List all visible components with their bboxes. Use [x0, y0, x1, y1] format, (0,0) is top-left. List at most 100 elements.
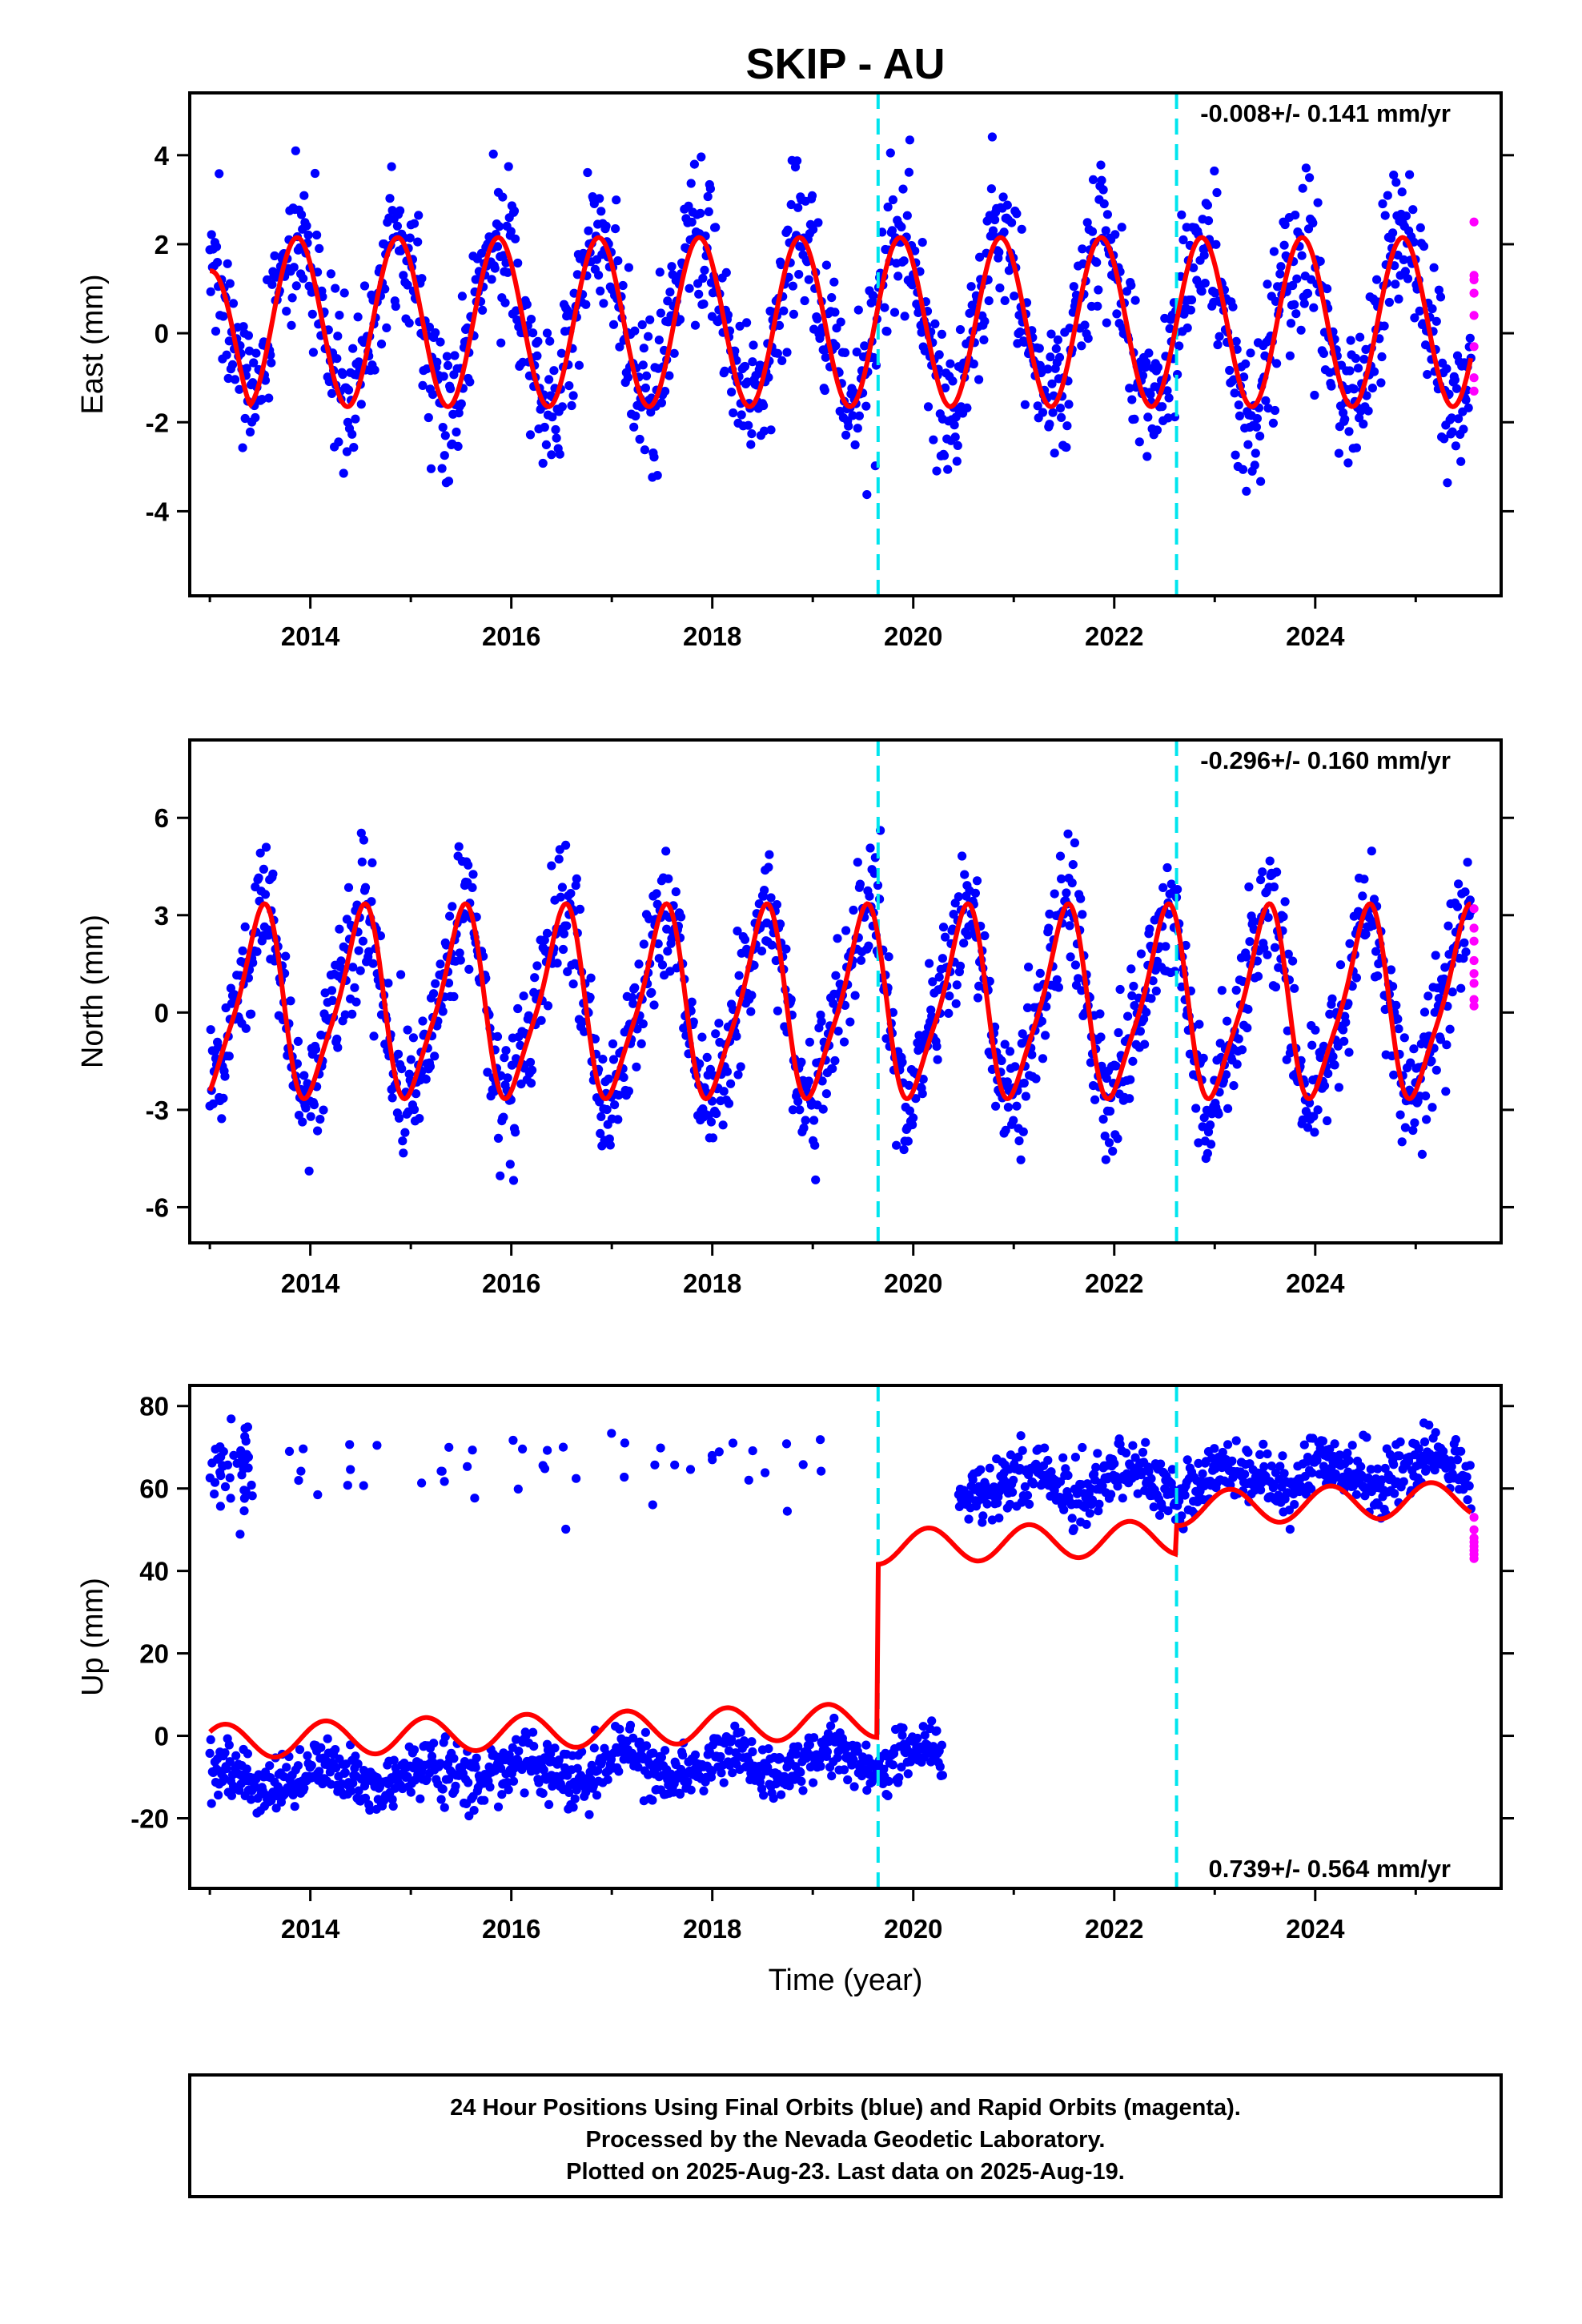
north-point [1005, 1047, 1015, 1056]
north-point [1198, 1122, 1207, 1132]
north-point [932, 1042, 942, 1051]
up-rapid-orbit-point [1469, 1525, 1479, 1534]
east-point [788, 281, 798, 291]
east-point [766, 425, 776, 435]
north-point [333, 1043, 343, 1052]
north-point [911, 1094, 921, 1104]
north-point [1389, 1070, 1399, 1080]
up-point [1366, 1465, 1375, 1474]
east-point [1189, 263, 1199, 272]
east-point [228, 299, 239, 308]
east-point [1117, 223, 1126, 232]
up-outlier-point [470, 1494, 480, 1503]
east-point [526, 315, 536, 324]
north-point [1358, 891, 1367, 901]
east-x-tick-label: 2016 [482, 621, 540, 651]
north-point [556, 892, 565, 902]
up-outlier-point [346, 1465, 355, 1474]
north-point [764, 862, 773, 872]
up-outlier-point [210, 1478, 220, 1487]
north-point [513, 1003, 523, 1014]
north-point [667, 934, 677, 943]
up-point [978, 1518, 987, 1527]
north-point [562, 921, 572, 931]
east-point [287, 293, 297, 303]
north-point [605, 1140, 615, 1150]
north-point [1014, 1136, 1024, 1146]
east-point [1146, 389, 1155, 400]
north-x-tick-label: 2014 [281, 1269, 340, 1298]
east-point [308, 348, 318, 357]
east-point [821, 260, 831, 270]
east-point [1447, 413, 1456, 423]
north-point [1373, 971, 1383, 981]
north-point [383, 979, 393, 988]
east-point [703, 191, 713, 202]
up-point [1218, 1447, 1227, 1458]
east-point [1389, 171, 1399, 180]
east-point [743, 377, 753, 387]
north-point [944, 1008, 954, 1018]
up-outlier-point [513, 1484, 523, 1494]
up-point [224, 1740, 234, 1750]
north-point [1009, 1116, 1018, 1125]
up-point [964, 1514, 974, 1524]
east-point [1255, 432, 1265, 441]
north-point [505, 1160, 515, 1169]
east-point [251, 412, 260, 423]
north-point [259, 864, 268, 874]
north-point [1253, 971, 1263, 981]
north-point [811, 1175, 821, 1184]
east-point [917, 238, 927, 247]
north-point [1442, 1040, 1452, 1050]
east-point [450, 351, 460, 360]
east-point [853, 424, 862, 433]
east-point [1319, 348, 1328, 358]
up-model-curve [208, 1480, 1472, 1760]
north-point [456, 955, 465, 965]
east-point [883, 202, 893, 212]
north-point [408, 1033, 418, 1043]
up-point [471, 1763, 480, 1772]
up-point [493, 1802, 504, 1811]
up-point [861, 1740, 871, 1750]
east-point [955, 325, 966, 335]
east-point [1093, 301, 1102, 311]
east-point [613, 256, 623, 266]
up-outlier-point [240, 1432, 250, 1441]
east-point [538, 458, 548, 468]
up-point [633, 1763, 643, 1772]
north-point [1223, 1104, 1233, 1113]
east-point [1296, 325, 1306, 335]
north-point [865, 843, 875, 853]
up-outlier-point [296, 1466, 306, 1476]
east-model-curve [210, 235, 1474, 409]
up-point [1009, 1475, 1018, 1485]
north-point [974, 981, 984, 991]
north-point [1460, 938, 1469, 947]
north-point [412, 1089, 421, 1099]
east-point [478, 305, 488, 315]
east-y-tick-label: 0 [155, 319, 169, 348]
up-point [220, 1748, 230, 1758]
east-point [1351, 353, 1360, 364]
up-point [1043, 1455, 1053, 1466]
east-point [1094, 285, 1103, 295]
up-outlier-point [247, 1491, 257, 1501]
north-point [712, 1109, 721, 1119]
up-point [913, 1733, 922, 1743]
north-point [359, 835, 368, 845]
north-point [1243, 1023, 1252, 1033]
up-point [1267, 1462, 1276, 1471]
north-point [1427, 1056, 1436, 1066]
north-point [1019, 1078, 1029, 1088]
up-outlier-point [216, 1471, 226, 1481]
east-point [351, 414, 360, 424]
up-outlier-point [648, 1500, 657, 1510]
north-point [747, 991, 757, 1000]
east-point [348, 344, 358, 353]
east-point [905, 135, 914, 145]
east-point [1388, 228, 1398, 238]
east-point [1323, 284, 1332, 294]
up-point [764, 1744, 773, 1754]
